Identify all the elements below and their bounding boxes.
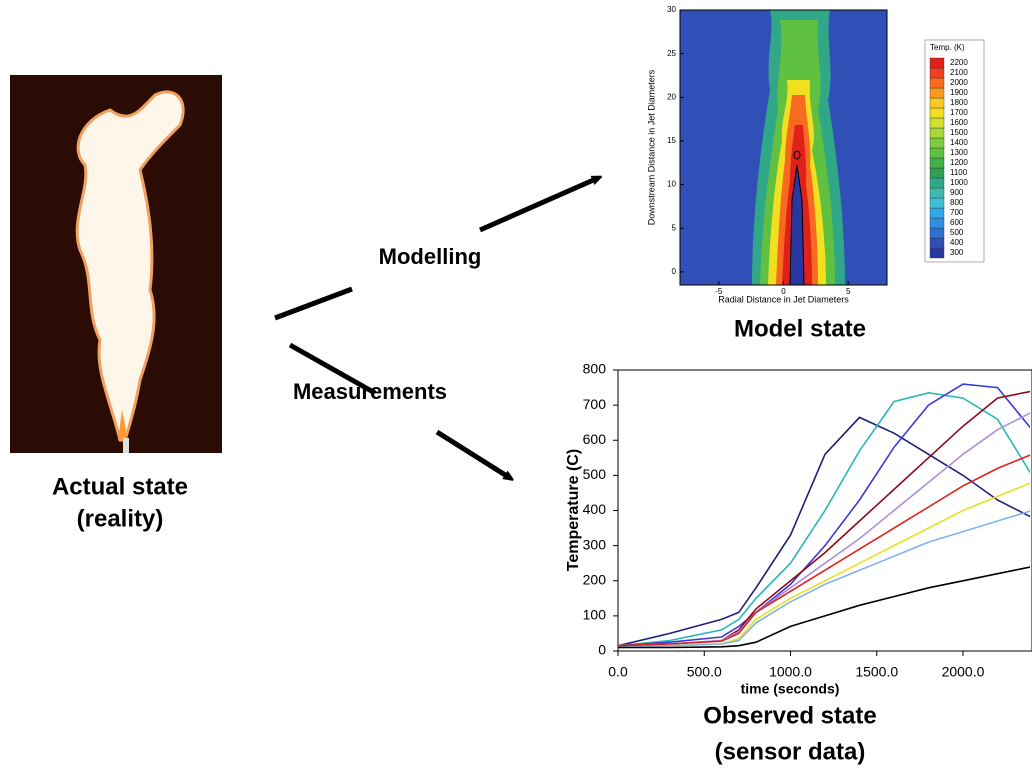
measurements-label: Measurements	[293, 379, 447, 404]
colorbar-label: 600	[950, 218, 964, 227]
series-line	[618, 510, 1030, 649]
x-tick-label: 2000.0	[942, 664, 985, 680]
colorbar-swatch	[929, 77, 945, 89]
x-axis-label: time (seconds)	[741, 681, 840, 697]
colorbar-swatch	[929, 237, 945, 249]
colorbar-swatch	[929, 107, 945, 119]
colorbar-swatch	[929, 127, 945, 139]
actual-state-label: Actual state	[52, 473, 188, 500]
y-tick-label: 200	[583, 571, 607, 587]
x-tick-label: 0.0	[608, 664, 628, 680]
y-tick-label: 10	[667, 180, 676, 189]
colorbar-label: 500	[950, 228, 964, 237]
observed-state-note: (sensor data)	[715, 738, 866, 765]
colorbar-label: 400	[950, 238, 964, 247]
colorbar-label: 900	[950, 188, 964, 197]
colorbar-label: 700	[950, 208, 964, 217]
observed-state-label: Observed state	[703, 702, 876, 729]
arrows	[274, 178, 598, 478]
colorbar-label: 2000	[950, 78, 968, 87]
temperature-chart: 0 100 200 300 400 500 600 700 800 0.0 500.0 1000.0 1…	[565, 361, 1032, 697]
colorbar-label: 1100	[950, 168, 968, 177]
x-tick-label: 1000.0	[769, 664, 812, 680]
actual-state-note: (reality)	[77, 505, 164, 532]
series-line	[618, 454, 1030, 647]
y-tick-label: 0	[598, 642, 606, 658]
colorbar-label: 1900	[950, 88, 968, 97]
series-line	[618, 391, 1030, 647]
modelling-label: Modelling	[379, 244, 482, 269]
colorbar-label: 2200	[950, 58, 968, 67]
y-axis-label: Temperature (C)	[565, 449, 582, 571]
colorbar-swatch	[929, 197, 945, 209]
colorbar-swatch	[929, 87, 945, 99]
colorbar-label: 300	[950, 248, 964, 257]
model-state-label: Model state	[734, 315, 866, 342]
colorbar-swatch	[929, 147, 945, 159]
colorbar-title: Temp. (K)	[930, 43, 965, 52]
y-tick-label: 5	[672, 223, 677, 232]
x-tick-label: 500.0	[687, 664, 722, 680]
colorbar-label: 1400	[950, 138, 968, 147]
colorbar-label: 1000	[950, 178, 968, 187]
series-line	[618, 566, 1030, 649]
colorbar-swatch	[929, 177, 945, 189]
lines	[618, 383, 1030, 649]
colorbar-swatch	[929, 207, 945, 219]
y-tick-label: 25	[667, 49, 676, 58]
y-tick-label: 30	[667, 5, 676, 14]
colorbar-swatch	[929, 117, 945, 129]
x-tick-label: 0	[781, 287, 786, 296]
colorbar-swatch	[929, 217, 945, 229]
colorbar-label: 1300	[950, 148, 968, 157]
y-tick-label: 800	[583, 361, 607, 377]
colorbar-label: 800	[950, 198, 964, 207]
series-line	[618, 383, 1030, 647]
y-tick-label: 100	[583, 607, 607, 623]
colorbar-swatch	[929, 57, 945, 69]
y-tick-label: 700	[583, 396, 607, 412]
colorbar-swatch	[929, 187, 945, 199]
y-tick-label: 400	[583, 501, 607, 517]
y-tick-label: 0	[672, 267, 677, 276]
colorbar-label: 1700	[950, 108, 968, 117]
colorbar-swatch	[929, 157, 945, 169]
colorbar-swatch	[929, 97, 945, 109]
colorbar-swatch	[929, 167, 945, 179]
y-tick-label: 20	[667, 92, 676, 101]
colorbar-label: 2100	[950, 68, 968, 77]
colorbar-swatch	[929, 137, 945, 149]
y-tick-label: 300	[583, 536, 607, 552]
colorbar-label: 1800	[950, 98, 968, 107]
flame-photo	[10, 75, 222, 453]
y-axis-label: Downstream Distance in Jet Diameters	[646, 69, 656, 225]
colorbar-swatch	[929, 247, 945, 259]
colorbar-swatch	[929, 227, 945, 239]
series-line	[618, 416, 1030, 647]
colorbar-label: 1600	[950, 118, 968, 127]
x-tick-label: 1500.0	[855, 664, 898, 680]
colorbar-swatch	[929, 67, 945, 79]
y-tick-label: 500	[583, 466, 607, 482]
y-tick-label: 15	[667, 136, 676, 145]
x-axis-label: Radial Distance in Jet Diameters	[718, 294, 849, 304]
colorbar-label: 1500	[950, 128, 968, 137]
colorbar-label: 1200	[950, 158, 968, 167]
contour-field	[680, 10, 887, 285]
x-tick-label: -5	[715, 287, 723, 296]
y-tick-label: 600	[583, 431, 607, 447]
x-tick-label: 5	[846, 287, 851, 296]
